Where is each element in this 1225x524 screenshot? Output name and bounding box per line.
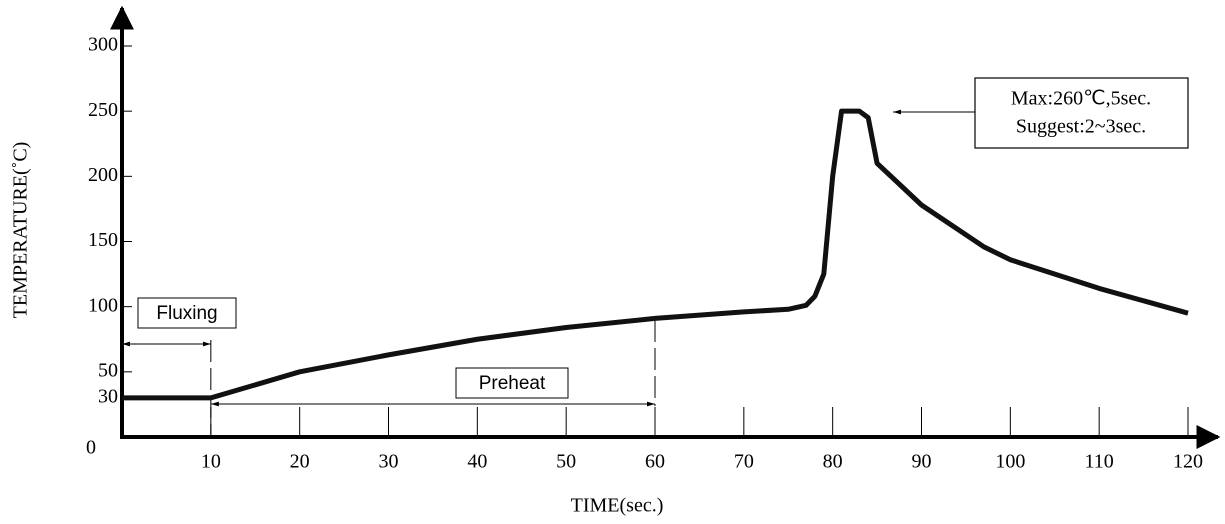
- x-tick-label: 100: [995, 451, 1025, 473]
- x-tick-label: 50: [556, 451, 576, 473]
- range-label-box: [137, 297, 237, 329]
- y-tick-label: 250: [88, 99, 118, 121]
- temperature-line: [122, 108, 1189, 401]
- range-label: Preheat: [479, 373, 546, 394]
- y-tick-label: 30: [98, 385, 118, 407]
- y-tick-label: 100: [88, 294, 118, 316]
- x-tick-label: 20: [290, 451, 310, 473]
- x-axis-label: TIME(sec.): [571, 495, 664, 517]
- x-tick-label: 80: [823, 451, 843, 473]
- y-tick-label: 150: [88, 229, 118, 251]
- y-tick-label: 300: [88, 34, 118, 56]
- y-tick-label: 0: [86, 437, 96, 459]
- x-tick-label: 60: [645, 451, 665, 473]
- y-tick-label: 50: [98, 359, 118, 381]
- x-tick-label: 110: [1085, 451, 1114, 473]
- x-tick-label: 10: [201, 451, 221, 473]
- callout-text: Max:260℃,5sec.: [1011, 88, 1151, 110]
- x-tick-label: 120: [1173, 451, 1203, 473]
- range-label: Fluxing: [156, 303, 217, 324]
- x-tick-label: 40: [467, 451, 487, 473]
- x-tick-label: 90: [912, 451, 932, 473]
- y-tick-label: 200: [88, 164, 118, 186]
- callout-box: [974, 77, 1189, 149]
- x-tick-label: 70: [734, 451, 754, 473]
- y-axis-label: TEMPERATURE(˚C): [10, 142, 32, 319]
- range-label-box: [455, 367, 569, 399]
- x-tick-label: 30: [379, 451, 399, 473]
- callout-text: Suggest:2~3sec.: [1016, 116, 1146, 138]
